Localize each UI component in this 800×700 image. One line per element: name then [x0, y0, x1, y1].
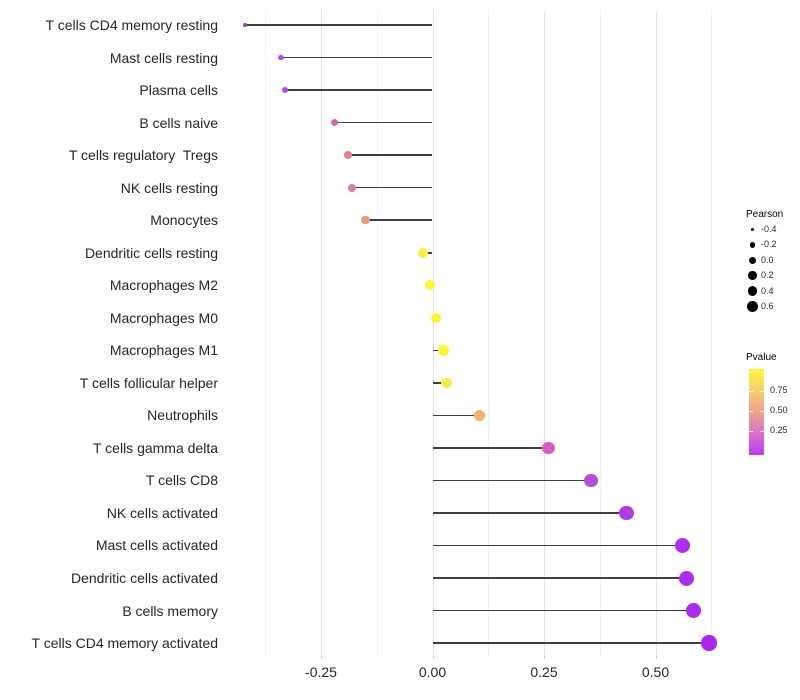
lollipop-stem [432, 577, 687, 579]
x-axis-tick-label: 0.25 [530, 664, 558, 680]
y-axis-label: Macrophages M1 [109, 342, 218, 359]
pvalue-gradient-tick [760, 390, 764, 392]
legend-size-label: -0.4 [761, 223, 777, 234]
lollipop-stem [432, 512, 627, 514]
y-axis-label: T cells CD4 memory resting [45, 17, 218, 33]
y-axis-label: NK cells activated [106, 504, 218, 521]
legend-size-dot [749, 241, 756, 248]
lollipop-stem [432, 479, 591, 482]
y-axis-label: Plasma cells [139, 82, 218, 99]
lollipop-dot [430, 312, 442, 323]
pvalue-gradient-bar [749, 369, 764, 455]
x-axis-tick-label: 0.00 [418, 664, 447, 680]
lollipop-dot [619, 505, 634, 520]
y-axis-label: T cells follicular helper [79, 374, 218, 391]
lollipop-stem [365, 219, 433, 221]
lollipop-dot [685, 602, 701, 619]
lollipop-dot [343, 151, 352, 160]
lollipop-dot [348, 183, 357, 192]
lollipop-dot [701, 635, 717, 651]
x-axis-tick [321, 656, 322, 659]
lollipop-dot [441, 377, 453, 389]
lollipop-dot [361, 215, 370, 225]
gridline-major [544, 10, 545, 656]
legend-size-dot [748, 256, 757, 264]
lollipop-dot [584, 473, 598, 488]
x-axis-tick-label: -0.25 [305, 664, 337, 680]
pvalue-gradient-tick [760, 410, 764, 412]
gridline-minor [711, 10, 713, 656]
lollipop-stem [285, 89, 433, 91]
pvalue-gradient-label: 0.75 [770, 385, 788, 396]
lollipop-stem [432, 414, 480, 417]
y-axis-label: T cells gamma delta [92, 439, 218, 456]
y-axis-label: Monocytes [150, 212, 218, 229]
pvalue-gradient-label: 0.25 [770, 425, 788, 436]
x-axis-tick-label: 0.50 [641, 664, 670, 680]
x-axis-tick [655, 656, 657, 659]
y-axis-label: B cells naive [139, 114, 218, 131]
lollipop-stem [352, 186, 433, 189]
y-axis-label: NK cells resting [120, 179, 218, 196]
lollipop-stem [245, 24, 433, 26]
gridline-minor [599, 10, 601, 656]
y-axis-label: Dendritic cells activated [70, 570, 218, 586]
lollipop-stem [432, 609, 694, 612]
lollipop-dot [438, 345, 449, 356]
lollipop-dot [425, 280, 436, 291]
gridline-minor [488, 10, 490, 656]
legend-size-dot [748, 271, 757, 280]
y-axis-label: T cells CD8 [145, 472, 218, 489]
y-axis-label: T cells CD4 memory activated [31, 635, 218, 652]
gridline-major [321, 10, 322, 656]
lollipop-stem [432, 349, 444, 352]
lollipop-stem [432, 447, 549, 449]
lollipop-dot [679, 570, 695, 586]
y-axis-label: Macrophages M2 [109, 277, 218, 294]
legend-size-dot [750, 227, 755, 231]
lollipop-stem [432, 382, 447, 384]
x-axis-tick [432, 656, 434, 659]
lollipop-dot [243, 23, 248, 27]
lollipop-dot [282, 87, 289, 93]
gridline-minor [376, 10, 378, 656]
legend-size-label: -0.2 [761, 239, 777, 250]
lollipop-dot [417, 247, 428, 258]
legend-size-label: 0.2 [761, 270, 774, 281]
legend-size-label: 0.0 [761, 254, 774, 265]
lollipop-dot [473, 409, 485, 421]
legend-size-dot [747, 301, 758, 312]
lollipop-stem [347, 154, 433, 156]
lollipop-stem [432, 642, 710, 644]
gridline-major [655, 10, 657, 656]
lollipop-dot [277, 54, 284, 61]
pvalue-gradient-tick [749, 390, 753, 392]
lollipop-dot [542, 441, 555, 455]
pvalue-gradient-tick [749, 410, 753, 412]
gridline-minor [265, 10, 267, 656]
gridline-major [432, 10, 434, 656]
lollipop-stem [280, 56, 433, 59]
pearson-legend-title: Pearson [746, 209, 784, 220]
y-axis-label: B cells memory [122, 602, 218, 619]
legend-size-label: 0.4 [761, 285, 774, 296]
pvalue-gradient-label: 0.50 [770, 405, 788, 416]
legend-size-dot [747, 286, 758, 296]
x-axis-tick [544, 656, 545, 659]
y-axis-label: Neutrophils [147, 407, 218, 424]
pvalue-gradient-tick [760, 430, 764, 432]
y-axis-label: Macrophages M0 [109, 309, 218, 326]
lollipop-stem [432, 544, 683, 547]
lollipop-dot [674, 538, 690, 553]
lollipop-dot [330, 118, 339, 127]
y-axis-label: T cells regulatory Tregs [68, 147, 218, 164]
y-axis-label: Dendritic cells resting [84, 244, 218, 261]
pvalue-legend-title: Pvalue [746, 352, 777, 363]
pvalue-gradient-tick [749, 430, 753, 432]
legend-size-label: 0.6 [761, 301, 774, 312]
y-axis-label: Mast cells activated [95, 537, 218, 554]
lollipop-stem [334, 121, 433, 124]
y-axis-label: Mast cells resting [109, 49, 218, 66]
